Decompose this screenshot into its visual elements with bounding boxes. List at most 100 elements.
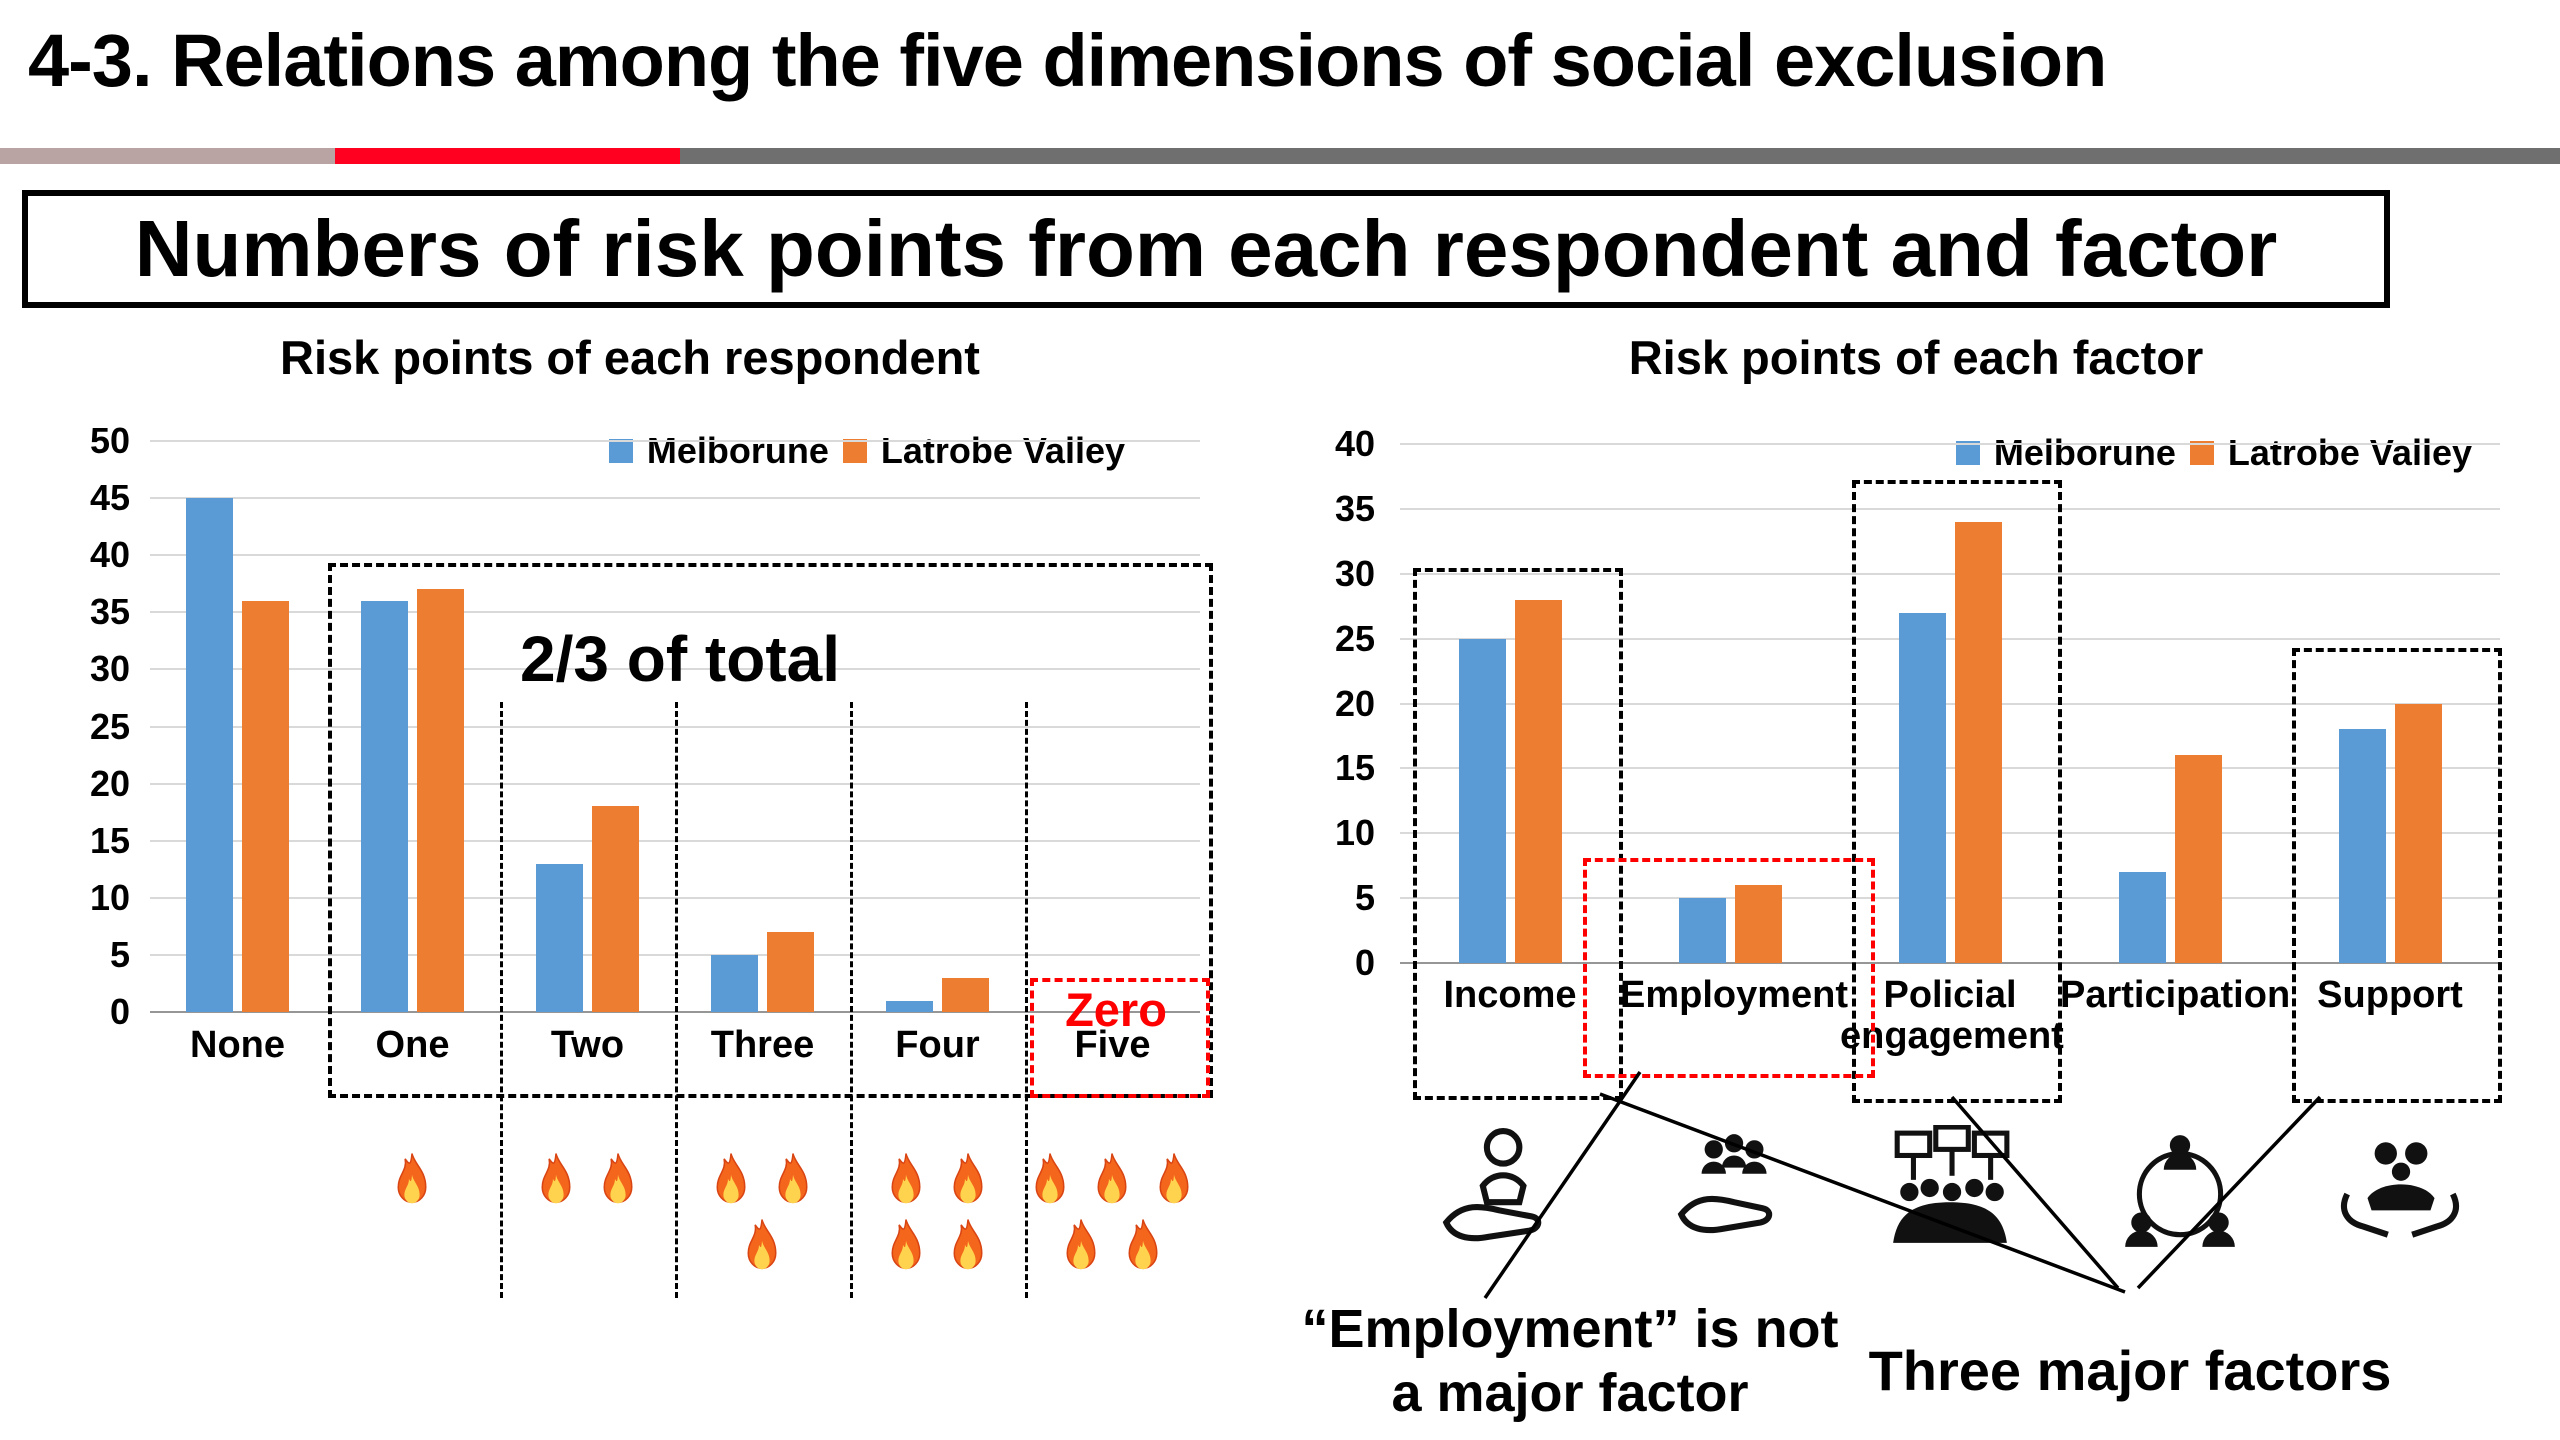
legend-label-melborune: Melborune	[1993, 432, 2176, 473]
category-label: Income	[1443, 974, 1577, 1016]
fire-icon	[541, 1153, 571, 1204]
fire-group-one	[325, 1152, 500, 1302]
y-tick-label: 15	[89, 819, 130, 861]
progress-segment-muted	[0, 148, 335, 164]
factor-chart: Risk points of each factor Melborune Lat…	[1280, 330, 2552, 1438]
bar-group-one	[325, 441, 500, 1012]
gridline	[150, 497, 1200, 500]
legend-label-melborune: Melborune	[646, 430, 829, 471]
y-tick-label: 35	[89, 591, 130, 633]
gridline	[1400, 637, 2500, 640]
category-label: Employment	[1620, 974, 1849, 1016]
y-tick-label: 15	[1334, 747, 1375, 789]
zero-dashed-box	[1030, 978, 1210, 1098]
y-tick-label: 35	[1334, 487, 1375, 529]
y-axis: 0 5 10 15 20 25 30 35 40 45 50	[40, 420, 140, 1032]
fire-icon	[1128, 1219, 1158, 1270]
slide-title: 4-3. Relations among the five dimensions…	[28, 19, 2107, 102]
fire-row	[880, 1218, 994, 1276]
bar-latrobe-valley	[2174, 755, 2222, 963]
y-tick-label: 40	[89, 534, 130, 576]
bar-melborune	[1678, 898, 1726, 963]
bar-melborune	[1898, 612, 1946, 963]
y-tick-label: 40	[1334, 423, 1375, 464]
category-label: Two	[550, 1024, 625, 1066]
bar-melborune	[186, 498, 233, 1012]
fire-group-two	[500, 1152, 675, 1302]
boxed-heading: Numbers of risk points from each respond…	[22, 190, 2390, 308]
bar-melborune	[886, 1000, 933, 1012]
policial-engagement-dashed-box	[1852, 480, 2062, 1103]
y-tick-label: 10	[89, 876, 130, 918]
y-tick-label: 0	[109, 991, 130, 1032]
bar-latrobe-valley	[242, 600, 289, 1012]
category-axis: Income Employment Policial engagement Parti…	[1400, 974, 2500, 1095]
fire-row	[386, 1152, 438, 1210]
fire-icon	[1097, 1153, 1127, 1204]
gridline	[1400, 443, 2500, 445]
fire-group-none	[150, 1152, 325, 1302]
legend: Melborune Latrobe Valley	[608, 430, 1125, 472]
income-icon	[1442, 1128, 1542, 1242]
y-tick-label: 20	[1334, 682, 1375, 724]
bar-group-policial-engagement	[1840, 444, 2060, 963]
bar-group-three	[675, 441, 850, 1012]
fire-row	[1055, 1218, 1169, 1276]
category-axis: None One Two Three Four Five	[150, 1024, 1200, 1081]
y-tick-label: 0	[1354, 942, 1375, 983]
bar-latrobe-valley	[767, 932, 814, 1012]
legend-label-latrobe-valley: Latrobe Valley	[2227, 432, 2472, 473]
fire-icon	[891, 1153, 921, 1204]
gridline	[150, 554, 1200, 557]
bar-latrobe-valley	[592, 806, 639, 1012]
gridline	[150, 440, 1200, 442]
gridline	[1400, 702, 2500, 705]
plot-area	[1400, 443, 2500, 964]
y-tick-label: 5	[109, 933, 130, 975]
employment-note: “Employment” is not a major factor	[1301, 1299, 1839, 1423]
fire-group-three	[674, 1152, 849, 1302]
bar-group-employment	[1620, 444, 1840, 963]
category-label: Three	[710, 1024, 815, 1066]
y-tick-label: 25	[89, 705, 130, 747]
bar-group-four	[850, 441, 1025, 1012]
support-dashed-box	[2292, 648, 2502, 1103]
boxed-heading-text: Numbers of risk points from each respond…	[134, 204, 2278, 293]
gridline	[150, 611, 1200, 614]
bar-group-none	[150, 441, 325, 1012]
bar-group-support	[2280, 444, 2500, 963]
bar-melborune	[2118, 872, 2166, 963]
bar-groups	[1400, 444, 2500, 963]
fire-icon	[778, 1153, 808, 1204]
gridline	[150, 668, 1200, 671]
dashed-separator	[1025, 702, 1028, 1298]
progress-bar	[0, 148, 2560, 164]
y-axis: 0 5 10 15 20 25 30 35 40	[1285, 423, 1385, 983]
legend-swatch-melborune	[608, 439, 633, 463]
fire-group-five	[1024, 1152, 1200, 1302]
fire-icon	[1035, 1153, 1065, 1204]
bar-group-two	[500, 441, 675, 1012]
bar-melborune	[361, 600, 408, 1012]
legend-swatch-latrobe-valley	[2189, 441, 2214, 465]
zero-label: Zero	[1065, 983, 1167, 1036]
category-label: Five	[1074, 1024, 1151, 1066]
dashed-separator	[850, 702, 853, 1298]
participation-icon	[2125, 1135, 2235, 1247]
fire-icon	[397, 1153, 427, 1204]
fire-row	[880, 1152, 994, 1210]
fire-row	[530, 1152, 644, 1210]
dashed-separator	[675, 702, 678, 1298]
two-thirds-label: 2/3 of total	[519, 623, 841, 695]
fire-icons-row	[150, 1152, 1200, 1302]
respondent-chart: Risk points of each respondent Melborune…	[40, 330, 1220, 1330]
y-tick-label: 5	[1354, 877, 1375, 919]
legend-swatch-melborune	[1955, 441, 1980, 465]
bar-group-income	[1400, 444, 1620, 963]
legend-label-latrobe-valley: Latrobe Valley	[880, 430, 1125, 471]
bar-latrobe-valley	[1514, 599, 1562, 963]
three-major-factors-label: Three major factors	[1868, 1339, 2392, 1402]
bar-latrobe-valley	[1734, 885, 1782, 963]
respondent-chart-title: Risk points of each respondent	[280, 331, 980, 384]
gridline	[1400, 572, 2500, 575]
